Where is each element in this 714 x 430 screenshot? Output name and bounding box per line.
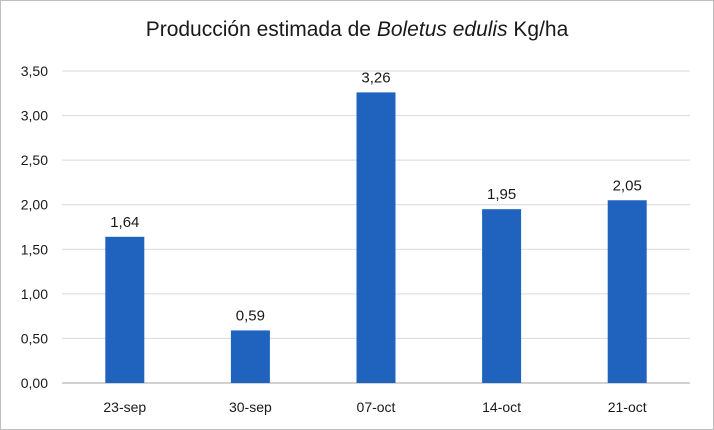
- x-tick-label: 07-oct: [357, 399, 396, 415]
- bar-21-oct: [607, 200, 647, 383]
- x-tick-label: 14-oct: [482, 399, 521, 415]
- y-tick-label: 2,50: [21, 152, 48, 168]
- x-tick-label: 23-sep: [103, 399, 146, 415]
- bar-14-oct: [482, 209, 522, 383]
- data-labels: 1,64 0,59 3,26 1,95 2,05: [110, 69, 642, 324]
- y-tick-label: 3,50: [21, 63, 48, 79]
- y-axis-ticks: 0,00 0,50 1,00 1,50 2,00 2,50 3,00 3,50: [21, 63, 48, 391]
- x-tick-label: 21-oct: [608, 399, 647, 415]
- data-label-14-oct: 1,95: [487, 186, 516, 203]
- x-tick-label: 30-sep: [229, 399, 272, 415]
- bars: [105, 92, 647, 383]
- y-tick-label: 3,00: [21, 108, 48, 124]
- y-tick-label: 1,50: [21, 241, 48, 257]
- data-label-30-sep: 0,59: [236, 307, 265, 324]
- data-label-23-sep: 1,64: [110, 214, 139, 231]
- chart-title-suffix: Kg/ha: [507, 18, 569, 41]
- chart-title-prefix: Producción estimada de: [145, 18, 377, 41]
- x-axis-ticks: 23-sep 30-sep 07-oct 14-oct 21-oct: [103, 399, 646, 415]
- chart-title-species: Boletus edulis: [376, 18, 508, 41]
- y-tick-label: 1,00: [21, 286, 48, 302]
- bar-30-sep: [230, 330, 270, 383]
- y-tick-label: 0,50: [21, 330, 48, 346]
- bar-23-sep: [105, 236, 145, 383]
- y-tick-label: 2,00: [21, 197, 48, 213]
- y-tick-label: 0,00: [21, 375, 48, 391]
- chart-title: Producción estimada de Boletus edulis Kg…: [0, 18, 714, 42]
- data-label-21-oct: 2,05: [613, 177, 642, 194]
- data-label-07-oct: 3,26: [361, 69, 390, 86]
- bar-07-oct: [356, 92, 396, 383]
